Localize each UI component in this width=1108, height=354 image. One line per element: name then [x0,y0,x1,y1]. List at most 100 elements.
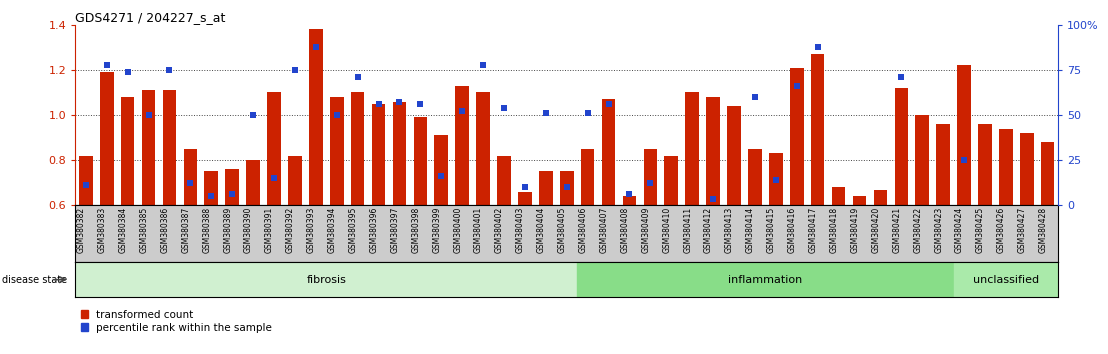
Point [830,225,848,231]
Text: GSM380414: GSM380414 [746,206,755,253]
Bar [1040,142,1055,205]
Bar [936,124,950,205]
Point [349,74,367,80]
Point [934,218,952,224]
Bar [915,115,929,205]
Point [913,221,931,226]
Bar [184,149,197,205]
Bar [246,160,260,205]
Text: GSM380417: GSM380417 [809,206,818,253]
Text: GSM380410: GSM380410 [663,206,671,253]
Point [851,229,869,235]
Text: GSM380400: GSM380400 [453,206,462,253]
Text: GSM380428: GSM380428 [1038,206,1048,252]
Text: GSM380415: GSM380415 [767,206,776,253]
Text: GSM380409: GSM380409 [642,206,650,253]
Text: GSM380394: GSM380394 [328,206,337,253]
Text: GSM380402: GSM380402 [495,206,504,253]
Bar [1020,133,1034,205]
Point [495,105,513,111]
Bar [434,135,448,205]
Bar [623,196,636,205]
Point [767,178,784,183]
Text: GSM380404: GSM380404 [537,206,546,253]
Bar [288,156,301,205]
Bar [999,129,1013,205]
Point [244,112,261,118]
Point [98,63,115,68]
Text: unclassified: unclassified [973,275,1039,285]
Bar [665,156,678,205]
Text: GSM380412: GSM380412 [704,206,714,252]
Point [161,67,178,73]
Point [391,99,409,104]
Point [182,180,199,185]
Bar [142,90,155,205]
Point [892,74,910,80]
Point [1018,257,1036,262]
Bar [455,86,469,205]
Text: GSM380395: GSM380395 [349,206,358,253]
Text: GSM380425: GSM380425 [976,206,985,253]
Text: GSM380385: GSM380385 [140,206,148,253]
Text: GSM380387: GSM380387 [182,206,191,253]
Point [265,176,283,181]
Text: GSM380405: GSM380405 [557,206,566,253]
Text: disease state: disease state [2,275,68,285]
Point [872,293,890,298]
Point [620,191,638,197]
Text: GSM380413: GSM380413 [725,206,733,253]
Text: GSM380422: GSM380422 [913,206,922,252]
Point [516,184,534,190]
Point [599,101,617,107]
Text: GSM380391: GSM380391 [265,206,274,253]
Text: GSM380424: GSM380424 [955,206,964,253]
Bar [577,262,954,297]
Bar [413,117,428,205]
Point [578,110,596,116]
Point [286,67,304,73]
Bar [121,97,134,205]
Point [453,108,471,113]
Bar [581,149,595,205]
Text: GSM380420: GSM380420 [871,206,881,253]
Bar [372,104,386,205]
Text: GSM380384: GSM380384 [119,206,127,253]
Bar [686,92,699,205]
Bar [644,149,657,205]
Legend: transformed count, percentile rank within the sample: transformed count, percentile rank withi… [81,310,273,333]
Bar [100,72,113,205]
Text: GSM380427: GSM380427 [1018,206,1027,253]
Bar [706,97,720,205]
Point [746,94,763,100]
Point [955,157,973,163]
Text: GSM380423: GSM380423 [934,206,943,253]
Text: GSM380408: GSM380408 [620,206,629,253]
Text: GSM380388: GSM380388 [203,206,212,252]
Bar [873,189,888,205]
Text: GSM380389: GSM380389 [223,206,233,253]
Text: GSM380421: GSM380421 [892,206,901,252]
Point [557,184,576,190]
Bar [748,149,761,205]
Text: GDS4271 / 204227_s_at: GDS4271 / 204227_s_at [75,11,226,24]
Bar [79,156,93,205]
Point [224,191,242,197]
Text: inflammation: inflammation [728,275,802,285]
Text: GSM380397: GSM380397 [390,206,400,253]
Point [76,182,94,188]
Point [788,83,806,88]
Bar [853,196,866,205]
Point [140,112,157,118]
Bar [978,124,992,205]
Bar [476,92,490,205]
Text: GSM380403: GSM380403 [516,206,525,253]
Point [432,173,450,179]
Text: GSM380411: GSM380411 [684,206,692,252]
Text: GSM380419: GSM380419 [851,206,860,253]
Bar [560,171,574,205]
Bar [497,156,511,205]
Text: fibrosis: fibrosis [306,275,346,285]
Bar [954,262,1058,297]
Point [1039,257,1057,262]
